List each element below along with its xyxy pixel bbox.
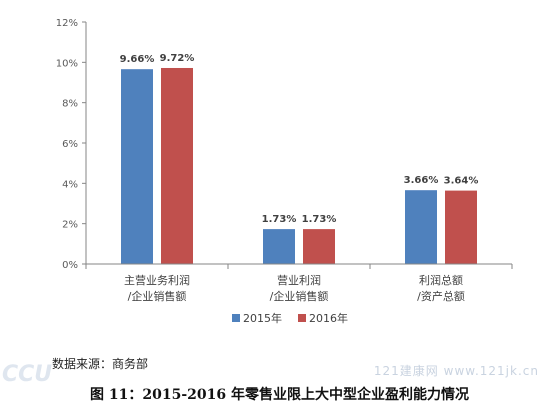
x-category-label: /企业销售额 xyxy=(270,289,329,303)
legend-label: 2016年 xyxy=(309,311,348,325)
bar xyxy=(445,190,477,264)
legend-swatch xyxy=(298,314,306,322)
bars xyxy=(121,67,477,264)
data-label: 9.66% xyxy=(120,54,155,65)
watermark: 121建康网 www.121jk.cn xyxy=(373,364,539,378)
y-axis: 0% 2% 4% 6% 8% 10% 12% xyxy=(56,18,87,271)
legend: 2015年 2016年 xyxy=(232,311,348,325)
x-category-label: /资产总额 xyxy=(417,289,465,303)
data-labels: 9.66% 9.72% 1.73% 1.73% 3.66% 3.64% xyxy=(120,53,479,225)
data-label: 1.73% xyxy=(262,214,297,225)
legend-label: 2015年 xyxy=(243,311,282,325)
bar-chart: 0% 2% 4% 6% 8% 10% 12% 9.66% 9.72% 1.73% 1.73% 3.6… xyxy=(56,18,513,325)
bar xyxy=(405,190,437,264)
bar xyxy=(121,69,153,264)
watermark-logo: CCU xyxy=(2,362,53,387)
y-tick-label: 12% xyxy=(56,18,78,29)
data-label: 3.64% xyxy=(444,176,479,187)
x-category-label: 主营业务利润 xyxy=(124,273,190,287)
data-label: 3.66% xyxy=(404,175,439,186)
x-category-label: 营业利润 xyxy=(277,273,321,287)
bar xyxy=(263,229,295,264)
x-category-label: 利润总额 xyxy=(419,273,463,287)
bar xyxy=(161,67,193,264)
source-note: 数据来源：商务部 xyxy=(52,357,149,371)
y-tick-label: 2% xyxy=(62,220,78,231)
y-tick-label: 10% xyxy=(56,58,78,69)
legend-swatch xyxy=(232,314,240,322)
figure-caption: 图 11：2015-2016 年零售业限上大中型企业盈利能力情况 xyxy=(90,387,469,403)
data-label: 9.72% xyxy=(160,53,195,64)
bar xyxy=(303,229,335,264)
y-tick-label: 4% xyxy=(62,179,78,190)
x-category-label: /企业销售额 xyxy=(128,289,187,303)
y-tick-label: 6% xyxy=(62,139,78,150)
y-tick-label: 0% xyxy=(62,260,78,271)
data-label: 1.73% xyxy=(302,214,337,225)
y-tick-label: 8% xyxy=(62,99,78,110)
